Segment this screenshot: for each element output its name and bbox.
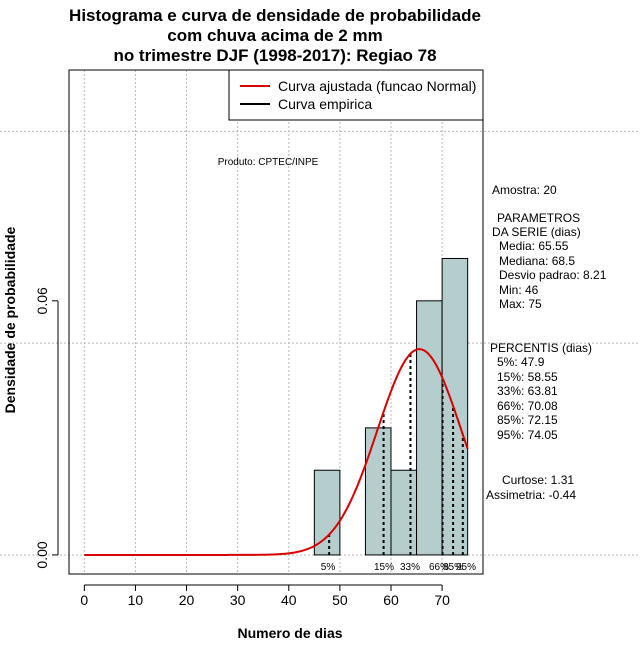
- percentile-label: 66%: [429, 562, 449, 573]
- stat-percentis-title: PERCENTIS (dias): [490, 341, 593, 355]
- x-tick-label: 50: [332, 592, 348, 608]
- stat-p33: 33%: 63.81: [497, 384, 558, 398]
- chart-title-line-3: no trimestre DJF (1998-2017): Regiao 78: [113, 46, 437, 65]
- stat-media: Media: 65.55: [499, 239, 569, 253]
- stat-p85: 85%: 72.15: [497, 413, 558, 427]
- x-tick-label: 40: [281, 592, 297, 608]
- histogram-bar: [313, 469, 341, 556]
- legend-fitted-label: Curva ajustada (funcao Normal): [278, 78, 476, 94]
- histogram-bar: [416, 300, 443, 556]
- y-tick-label: 0.00: [34, 541, 50, 568]
- percentile-label: 85%: [443, 562, 463, 573]
- stat-p15: 15%: 58.55: [497, 370, 558, 384]
- histogram-bar: [441, 257, 469, 556]
- fitted-normal-curve: [84, 348, 469, 556]
- histogram-bar: [364, 427, 392, 556]
- x-tick-label: 0: [80, 592, 88, 608]
- chart-title-line-1: Histograma e curva de densidade de proba…: [69, 6, 481, 25]
- stat-p66: 66%: 70.08: [497, 399, 558, 413]
- x-tick-label: 30: [230, 592, 246, 608]
- y-tick-label: 0.06: [34, 287, 50, 314]
- legend: Curva ajustada (funcao Normal) Curva emp…: [228, 69, 484, 121]
- stat-min: Min: 46: [499, 283, 539, 297]
- stat-parametros-title-2: DA SERIE (dias): [492, 225, 581, 239]
- stat-p5: 5%: 47.9: [497, 355, 545, 369]
- legend-box: [228, 69, 484, 121]
- stat-amostra: Amostra: 20: [492, 183, 557, 197]
- percentile-label: 15%: [374, 562, 394, 573]
- stat-desvio: Desvio padrao: 8.21: [499, 268, 607, 282]
- legend-empirical-label: Curva empirica: [278, 96, 372, 112]
- x-tick-label: 20: [179, 592, 195, 608]
- stat-assimetria: Assimetria: -0.44: [486, 488, 577, 502]
- percentile-label: 95%: [456, 562, 476, 573]
- x-axis-label: Numero de dias: [237, 625, 343, 641]
- chart-title-line-2: com chuva acima de 2 mm: [167, 26, 383, 45]
- stat-p95: 95%: 74.05: [497, 428, 558, 442]
- x-tick-label: 10: [128, 592, 144, 608]
- stat-mediana: Mediana: 68.5: [499, 254, 576, 268]
- product-label: Produto: CPTEC/INPE: [218, 157, 319, 168]
- x-tick-label: 70: [434, 592, 450, 608]
- stat-curtose: Curtose: 1.31: [502, 473, 575, 487]
- histogram-bar: [390, 469, 418, 556]
- x-tick-label: 60: [383, 592, 399, 608]
- stat-max: Max: 75: [499, 297, 542, 311]
- percentile-label: 33%: [400, 562, 420, 573]
- percentile-label: 5%: [321, 562, 336, 573]
- stat-parametros-title-1: PARAMETROS: [497, 211, 581, 225]
